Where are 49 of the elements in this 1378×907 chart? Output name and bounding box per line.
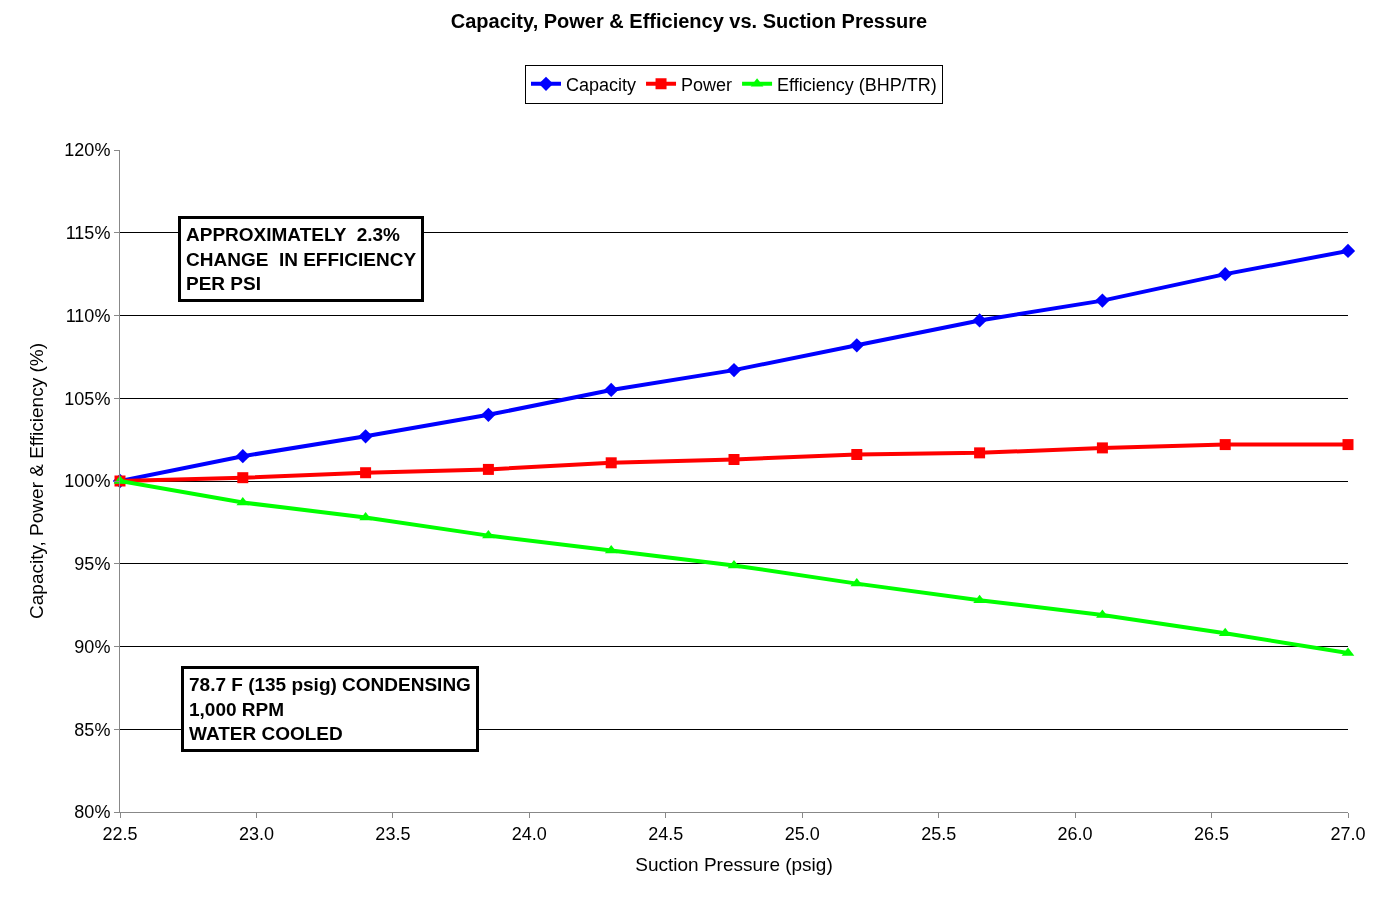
x-tick-label: 26.5 bbox=[1194, 823, 1230, 844]
point bbox=[358, 429, 373, 444]
y-tick-label: 95% bbox=[74, 554, 111, 575]
x-tick-label: 22.5 bbox=[102, 823, 138, 844]
point bbox=[237, 472, 249, 484]
y-tick-label: 85% bbox=[74, 719, 111, 740]
point bbox=[605, 457, 617, 469]
y-tick-label: 90% bbox=[74, 636, 111, 657]
point bbox=[481, 407, 496, 422]
point bbox=[1218, 266, 1233, 282]
y-tick-label: 120% bbox=[64, 140, 111, 161]
y-tick-label: 115% bbox=[65, 223, 111, 244]
y-tick-label: 100% bbox=[64, 471, 111, 492]
legend-label: Efficiency (BHP/TR) bbox=[777, 74, 937, 95]
x-tick-label: 26.0 bbox=[1057, 823, 1093, 844]
point bbox=[727, 559, 741, 569]
point bbox=[235, 449, 250, 464]
x-tick-label: 24.5 bbox=[648, 823, 684, 844]
point bbox=[974, 447, 986, 459]
x-axis-title: Suction Pressure (psig) bbox=[635, 854, 833, 876]
point bbox=[604, 382, 619, 398]
x-tick-label: 23.0 bbox=[238, 823, 274, 844]
point bbox=[726, 362, 742, 378]
y-tick-label: 80% bbox=[74, 802, 111, 823]
point bbox=[972, 313, 987, 328]
point bbox=[1219, 439, 1231, 451]
point bbox=[482, 463, 494, 475]
x-tick-label: 25.0 bbox=[784, 823, 820, 844]
y-tick-label: 110% bbox=[65, 305, 111, 326]
x-tick-label: 24.0 bbox=[511, 823, 547, 844]
y-axis-title: Capacity, Power & Efficiency (%) bbox=[26, 343, 48, 619]
y-tick-label: 105% bbox=[64, 388, 111, 409]
legend-label: Power bbox=[681, 74, 733, 95]
point bbox=[359, 511, 372, 521]
point bbox=[1095, 293, 1110, 308]
point bbox=[1342, 439, 1354, 451]
x-tick-label: 23.5 bbox=[375, 823, 411, 844]
annotation: 78.7 F (135 psig) CONDENSING 1,000 RPM WATER COOLED bbox=[189, 674, 471, 745]
legend-label: Capacity bbox=[566, 74, 637, 95]
chart-title: Capacity, Power & Efficiency vs. Suction Pressure bbox=[450, 9, 928, 32]
point bbox=[1096, 442, 1108, 454]
annotation: APPROXIMATELY 2.3% CHANGE IN EFFICIENCY PER PSI bbox=[186, 224, 417, 295]
x-tick-label: 25.5 bbox=[921, 823, 957, 844]
point bbox=[849, 338, 864, 353]
x-tick-label: 27.0 bbox=[1330, 823, 1366, 844]
point bbox=[1340, 243, 1356, 259]
point bbox=[851, 449, 863, 461]
point bbox=[728, 453, 740, 465]
point bbox=[360, 467, 372, 479]
